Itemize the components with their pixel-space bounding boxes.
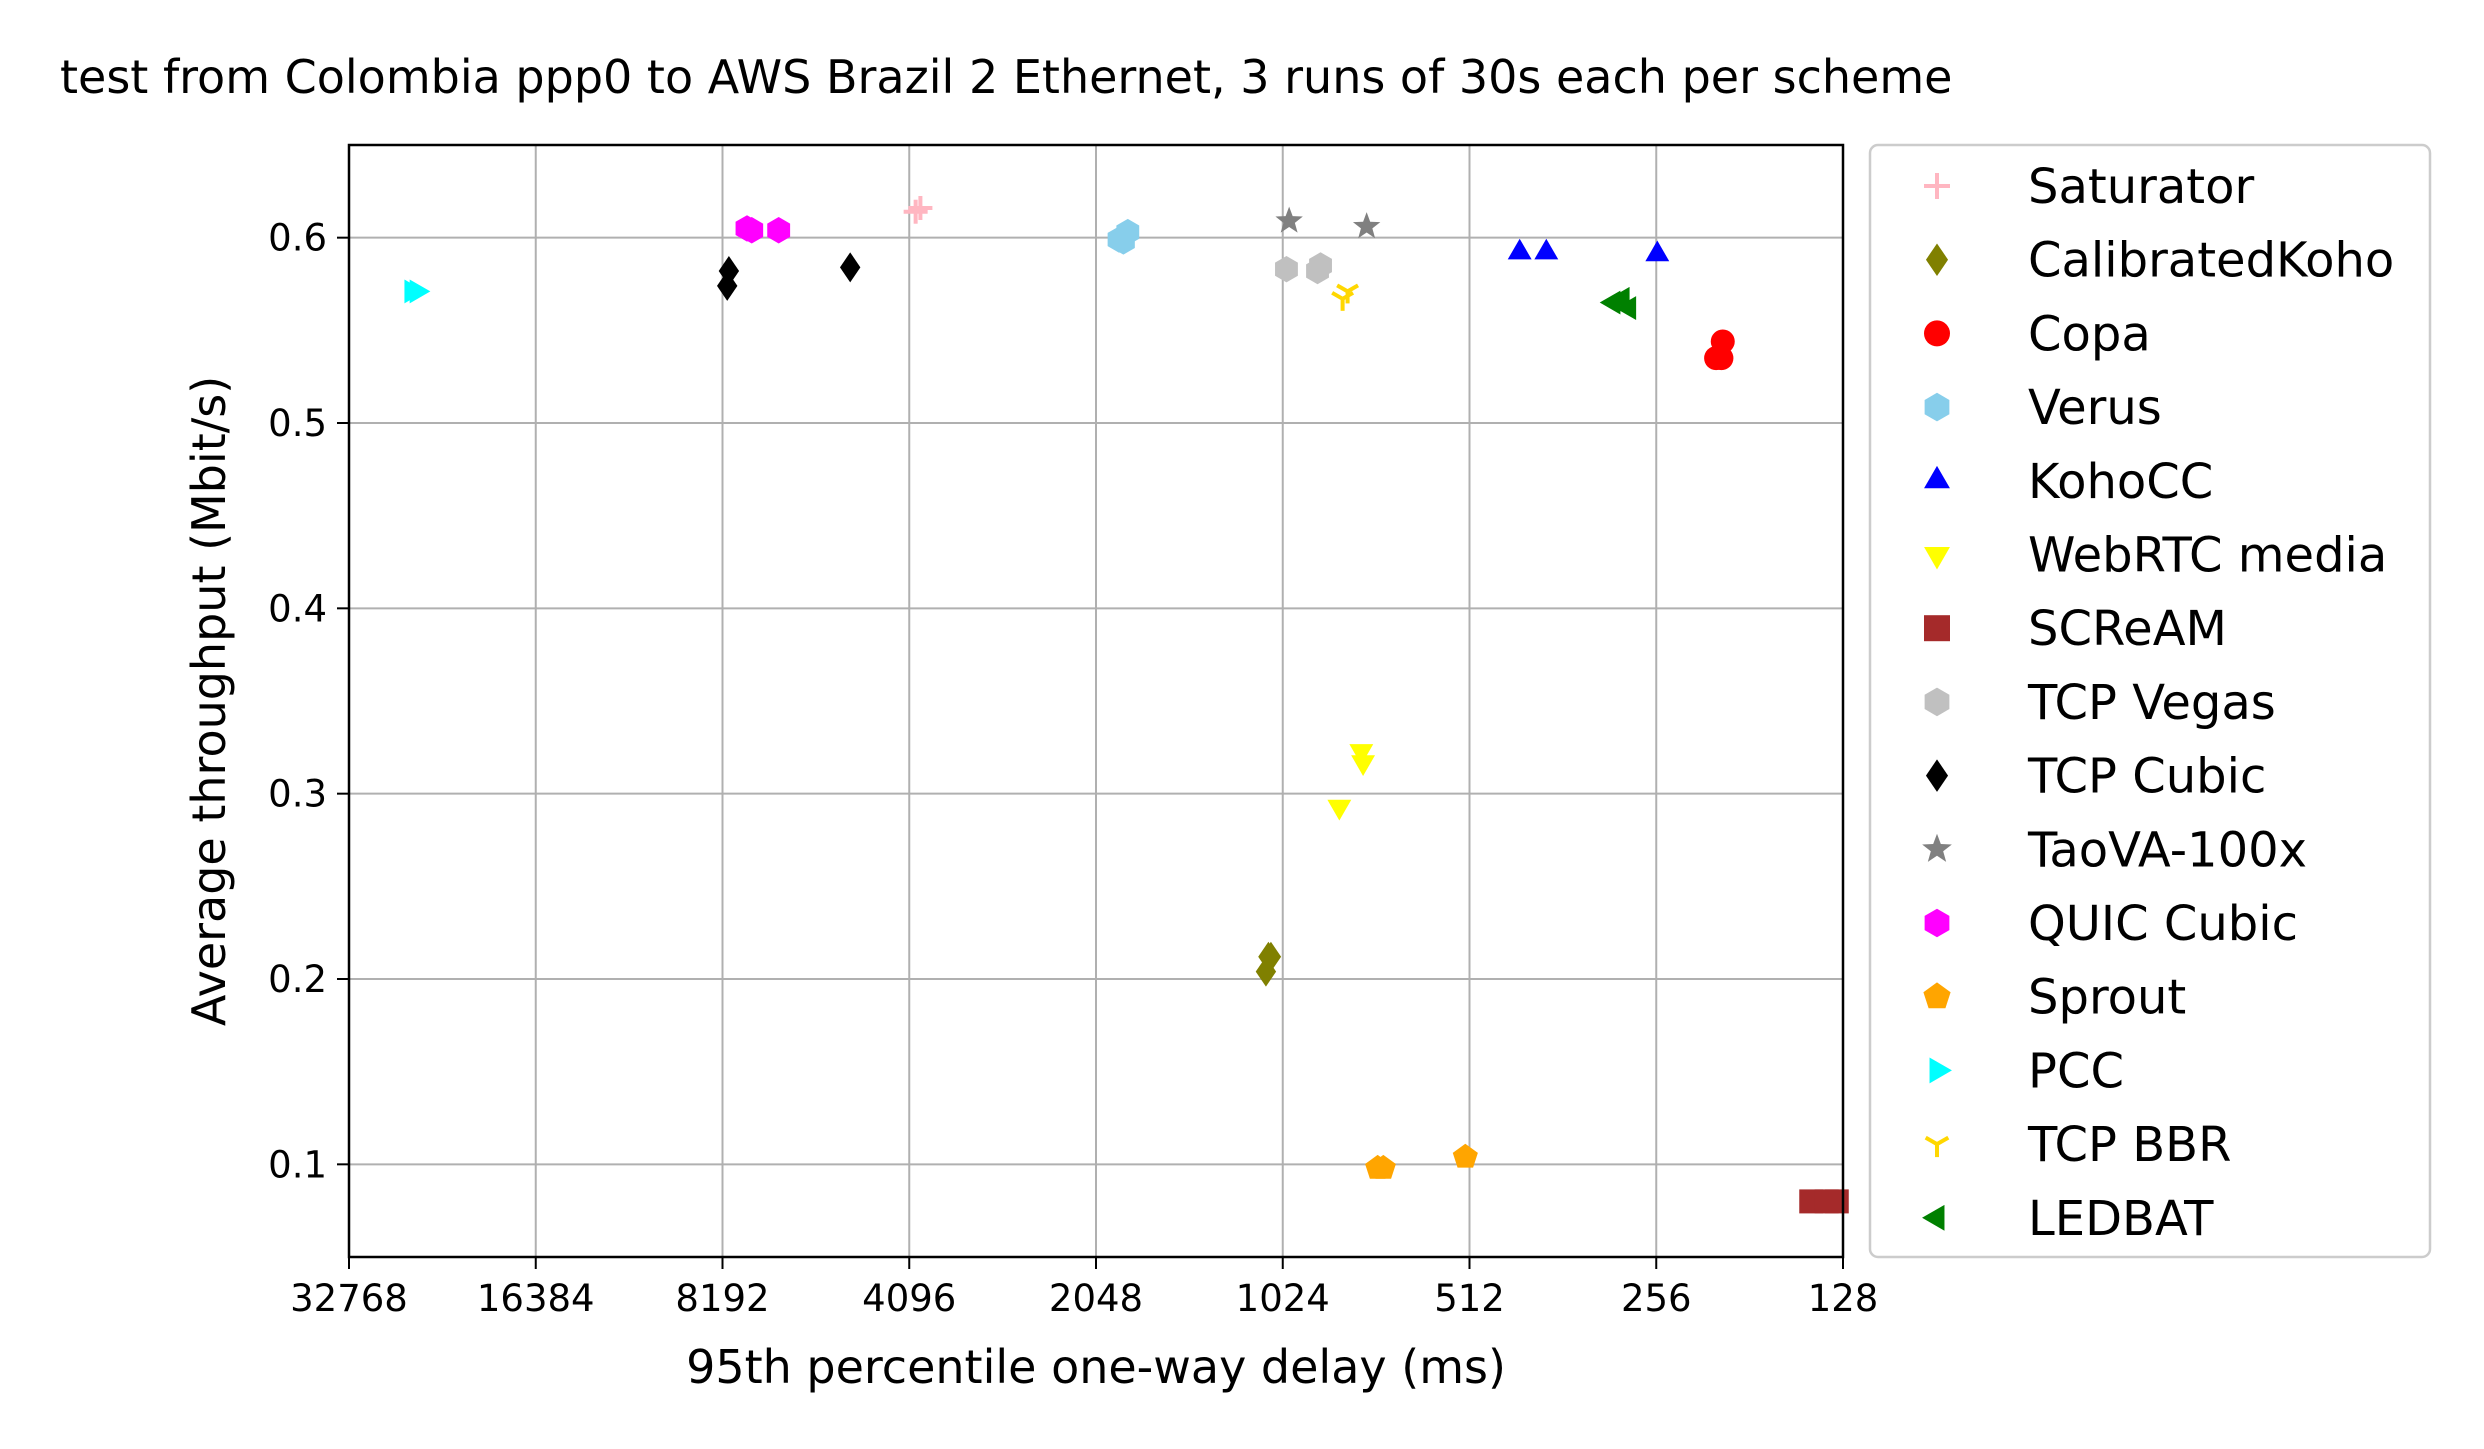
legend-marker-tcp-cubic (1925, 759, 1949, 792)
point-kohocc (1645, 240, 1670, 262)
point-saturator (903, 199, 928, 224)
legend-label-copa: Copa (2028, 306, 2151, 362)
legend-label-quic-cubic: QUIC Cubic (2028, 896, 2298, 952)
legend-label-ledbat: LEDBAT (2028, 1191, 2214, 1247)
x-axis-label: 95th percentile one-way delay (ms) (686, 1340, 1506, 1394)
y-tick-label: 0.6 (268, 217, 327, 260)
legend-label-tcp-cubic: TCP Cubic (2027, 749, 2266, 805)
y-tick-label: 0.2 (268, 958, 327, 1001)
point-verus (1107, 226, 1131, 253)
point-quic-cubic (767, 217, 791, 244)
legend-label-scream: SCReAM (2028, 601, 2227, 657)
point-webrtc-media (1327, 799, 1352, 821)
legend-marker-sprout (1923, 982, 1951, 1009)
legend-marker-saturator (1924, 173, 1950, 199)
legend-label-tcp-vegas: TCP Vegas (2027, 675, 2276, 731)
x-tick-label: 4096 (862, 1277, 956, 1320)
x-tick-label: 512 (1434, 1277, 1505, 1320)
legend-marker-tcp-vegas (1924, 687, 1950, 717)
point-webrtc-media (1349, 744, 1374, 765)
point-copa (1709, 346, 1734, 371)
legend-marker-scream (1924, 615, 1950, 642)
x-tick-label: 256 (1621, 1277, 1692, 1320)
point-taova-100x (1275, 206, 1303, 233)
point-scream (1824, 1189, 1849, 1214)
point-tcp-bbr (1331, 291, 1355, 311)
point-ledbat (1615, 296, 1637, 321)
x-tick-label: 16384 (477, 1277, 595, 1320)
axis-ticks: 32768 16384 8192 4096 2048 1024 512 256 128 0.1 0.… (268, 217, 1878, 1320)
legend-label-kohocc: KohoCC (2028, 454, 2213, 510)
legend: Saturator CalibratedKoho Copa Verus KohoCC We… (1868, 143, 2432, 1259)
x-tick-label: 32768 (290, 1277, 408, 1320)
y-axis-label: Average throughput (Mbit/s) (182, 376, 236, 1026)
point-kohocc (1534, 238, 1559, 260)
point-tcp-cubic (717, 270, 738, 301)
point-sprout (1452, 1143, 1478, 1168)
legend-marker-tcp-bbr (1924, 1135, 1950, 1158)
point-taova-100x (1352, 212, 1381, 239)
legend-label-sprout: Sprout (2028, 970, 2186, 1026)
x-tick-label: 128 (1808, 1277, 1879, 1320)
legend-marker-calibratedkoho (1925, 243, 1949, 276)
legend-label-calibratedkoho: CalibratedKoho (2028, 233, 2394, 289)
x-tick-label: 1024 (1236, 1277, 1330, 1320)
data-points (404, 196, 1849, 1214)
legend-marker-ledbat (1922, 1204, 1945, 1231)
point-tcp-vegas (1275, 255, 1298, 283)
point-webrtc-media (1351, 755, 1376, 776)
point-pcc (409, 279, 431, 304)
point-tcp-cubic (839, 252, 861, 283)
legend-marker-quic-cubic (1924, 908, 1950, 938)
point-tcp-cubic (718, 256, 740, 287)
y-tick-label: 0.1 (268, 1143, 327, 1186)
x-tick-label: 2048 (1049, 1277, 1143, 1320)
y-tick-label: 0.4 (268, 587, 327, 630)
legend-label-saturator: Saturator (2028, 159, 2254, 215)
point-calibratedkoho (1260, 941, 1282, 972)
y-tick-label: 0.5 (268, 402, 327, 445)
legend-label-taova-100x: TaoVA-100x (2027, 822, 2307, 878)
legend-label-pcc: PCC (2028, 1043, 2124, 1099)
legend-box (1868, 143, 2432, 1259)
point-kohocc (1507, 238, 1532, 260)
legend-marker-copa (1924, 320, 1950, 347)
point-tcp-bbr (1336, 283, 1360, 304)
chart-title: test from Colombia ppp0 to AWS Brazil 2 … (60, 50, 1953, 104)
point-quic-cubic (740, 217, 764, 244)
point-tcp-vegas (1309, 252, 1332, 279)
legend-label-tcp-bbr: TCP BBR (2027, 1117, 2231, 1173)
legend-marker-kohocc (1924, 465, 1950, 489)
point-saturator (908, 196, 933, 221)
y-tick-label: 0.3 (268, 773, 327, 816)
legend-label-webrtc-media: WebRTC media (2028, 528, 2387, 584)
x-tick-label: 8192 (675, 1277, 769, 1320)
legend-label-verus: Verus (2028, 380, 2162, 436)
legend-marker-verus (1924, 392, 1950, 422)
point-sprout (1370, 1154, 1396, 1179)
legend-marker-webrtc-media (1924, 547, 1950, 570)
legend-marker-taova-100x (1922, 833, 1952, 862)
legend-marker-pcc (1929, 1057, 1952, 1084)
